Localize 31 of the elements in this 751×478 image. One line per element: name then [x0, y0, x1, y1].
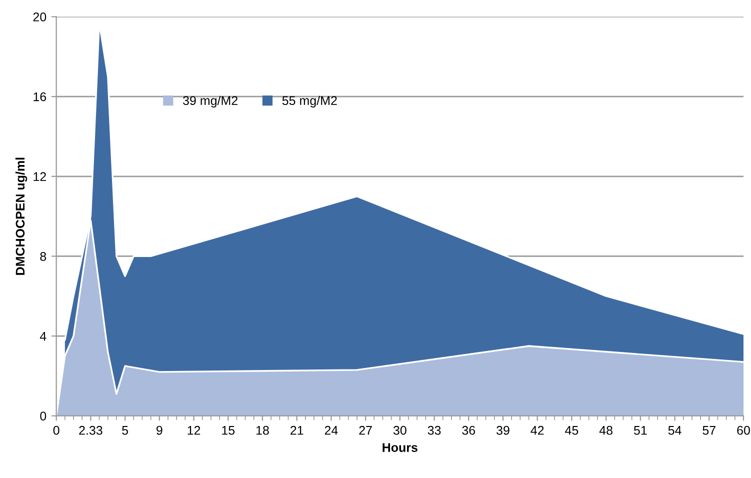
x-tick-label: 12 — [188, 426, 200, 435]
y-tick-label: 20 — [33, 12, 46, 22]
legend-label: 39 mg/M2 — [183, 96, 238, 108]
x-tick-label: 9 — [156, 426, 162, 435]
x-tick-label: 57 — [702, 426, 716, 435]
x-tick-label: 27 — [359, 426, 372, 435]
x-tick-label: 48 — [599, 426, 612, 435]
x-tick-label: 18 — [256, 426, 269, 435]
y-tick-label: 16 — [34, 92, 46, 102]
x-tick-label: 54 — [668, 426, 682, 435]
x-axis-title: Hours — [382, 443, 418, 452]
y-tick-label: 0 — [40, 412, 46, 421]
x-tick-label: 21 — [290, 426, 304, 435]
y-tick-label: 4 — [40, 332, 46, 341]
x-tick-label: 39 — [496, 426, 510, 435]
y-tick-label: 8 — [40, 252, 46, 261]
x-tick-label: 42 — [530, 426, 544, 435]
x-tick-label: 5 — [122, 426, 128, 435]
x-tick-label: 24 — [324, 426, 338, 435]
x-tick-label: 30 — [393, 426, 406, 435]
x-tick-label: 51 — [634, 426, 647, 435]
x-tick-label: 36 — [462, 426, 476, 435]
x-tick-label: 2.33 — [79, 426, 102, 435]
y-tick-label: 12 — [34, 172, 46, 181]
x-tick-label: 45 — [565, 426, 578, 435]
x-tick-label: 33 — [428, 426, 441, 435]
legend-label: 55 mg/M2 — [282, 96, 337, 108]
x-tick-label: 0 — [53, 426, 60, 435]
x-tick-label: 60 — [737, 426, 750, 435]
y-axis-title: DMCHOCPEN ug/ml — [15, 158, 28, 275]
x-tick-label: 15 — [222, 426, 235, 435]
